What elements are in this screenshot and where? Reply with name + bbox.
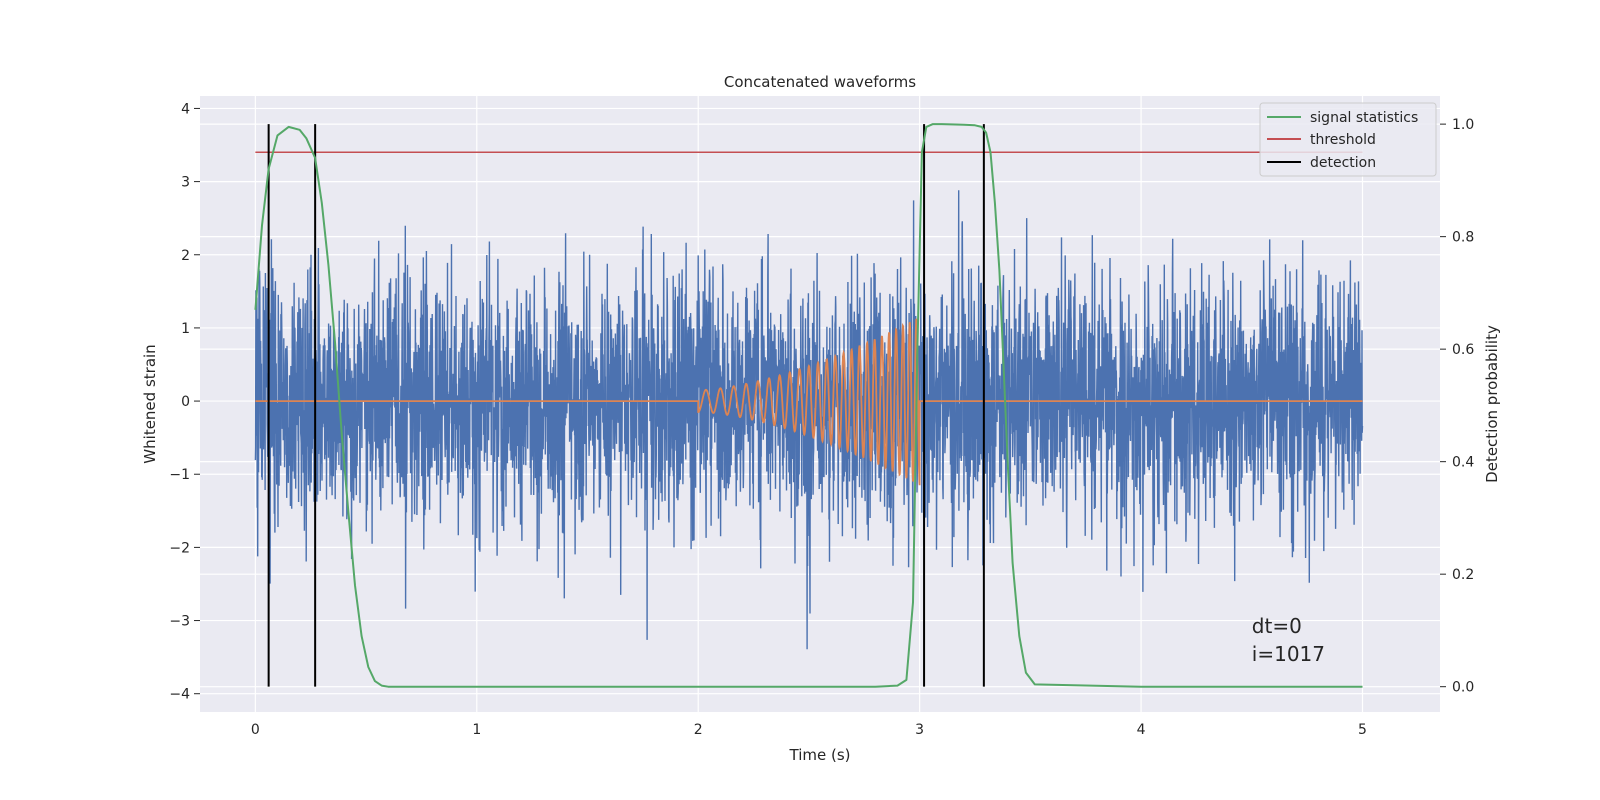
annotation-text: dt=0 <box>1252 614 1302 638</box>
y-tick-label: 3 <box>181 175 190 191</box>
y-tick-label: −3 <box>169 614 190 630</box>
y-axis-right-title: Detection probability <box>1483 325 1501 483</box>
legend-box <box>1259 102 1437 177</box>
legend-label-threshold: threshold <box>1310 132 1376 148</box>
x-tick-label: 3 <box>915 722 924 738</box>
series-chirp <box>255 318 1363 486</box>
legend: signal statistics threshold detection <box>1259 102 1437 177</box>
y-right-tick-label: 0.0 <box>1452 680 1474 696</box>
y-tick-label: 4 <box>181 101 190 117</box>
y-right-tick-label: 0.4 <box>1452 455 1474 471</box>
y-tick-label: −4 <box>169 687 190 703</box>
x-tick-label: 0 <box>251 722 260 738</box>
y-tick-label: 2 <box>181 248 190 264</box>
legend-label-detection: detection <box>1310 155 1376 171</box>
y-right-tick-label: 1.0 <box>1452 117 1474 133</box>
y-tick-label: 1 <box>181 321 190 337</box>
y-right-tick-label: 0.8 <box>1452 230 1474 246</box>
y-tick-label: −1 <box>169 467 190 483</box>
x-tick-label: 5 <box>1358 722 1367 738</box>
series-signal-statistics <box>254 123 1363 688</box>
y-right-tick-label: 0.2 <box>1452 567 1474 583</box>
x-axis-title: Time (s) <box>789 746 851 764</box>
annotations: dt=0 i=1017 <box>1252 614 1325 666</box>
x-tick-label: 2 <box>694 722 703 738</box>
x-tick-label: 4 <box>1137 722 1146 738</box>
chart-title: Concatenated waveforms <box>724 73 916 91</box>
x-tick-label: 1 <box>472 722 481 738</box>
y-tick-label: −2 <box>169 540 190 556</box>
series-layer <box>254 123 1364 688</box>
y-right-tick-label: 0.6 <box>1452 342 1474 358</box>
y-axis-title: Whitened strain <box>141 344 159 463</box>
legend-label-signal-statistics: signal statistics <box>1310 110 1418 126</box>
y-tick-label: 0 <box>181 394 190 410</box>
series-noise <box>254 190 1364 650</box>
annotation-text: i=1017 <box>1252 642 1325 666</box>
ticks: 0 1 2 3 4 5 −4 −3 −2 −1 0 1 2 3 4 0.0 0.2 0.4 0.6 0.8 1.0 <box>169 101 1474 738</box>
